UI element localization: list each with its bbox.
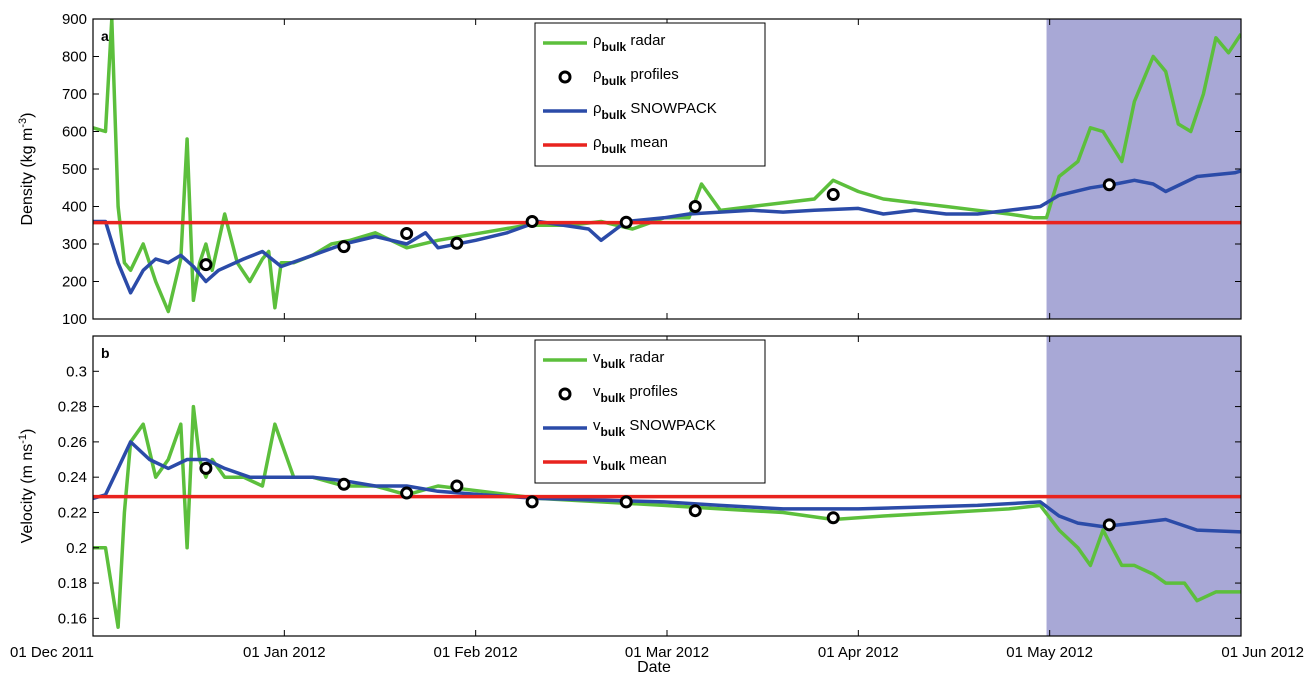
legend-box <box>534 339 766 484</box>
x-tick-label: 01 May 2012 <box>1006 644 1093 661</box>
legend-label: vbulk profiles <box>593 383 678 405</box>
legend: ρbulk radar ρbulk profiles ρbulk SNOWPACK ρ… <box>534 22 766 167</box>
legend-label: ρbulk mean <box>593 134 668 156</box>
x-tick-label: 01 Dec 2011 <box>10 644 94 661</box>
y-tick-label: 100 <box>62 311 87 328</box>
panel-letter: a <box>101 28 109 44</box>
y-tick-label: 800 <box>62 49 87 66</box>
profile-point <box>199 258 213 272</box>
legend-label: vbulk radar <box>593 349 664 371</box>
y-tick-label: 0.26 <box>58 434 87 451</box>
legend-label: ρbulk profiles <box>593 66 679 88</box>
y-tick-label: 0.22 <box>58 504 87 521</box>
y-tick-label: 600 <box>62 124 87 141</box>
legend-profiles-marker <box>558 387 572 401</box>
legend-profiles-marker <box>558 70 572 84</box>
y-tick-label: 0.24 <box>58 469 87 486</box>
y-tick-label: 200 <box>62 274 87 291</box>
profile-point <box>337 240 351 254</box>
profile-point <box>199 461 213 475</box>
legend-label: vbulk SNOWPACK <box>593 417 716 439</box>
density-panel: 100 200 300 400 500 600 700 800 900 a Density (kg … <box>17 11 1242 328</box>
legend-label: ρbulk radar <box>593 32 665 54</box>
profile-point <box>619 215 633 229</box>
legend-box <box>534 22 766 167</box>
y-tick-label: 300 <box>62 236 87 253</box>
y-tick-label: 900 <box>62 11 87 28</box>
snowpack-series-line <box>93 440 1241 534</box>
x-axis-label: Date <box>637 659 671 676</box>
profile-point <box>525 495 539 509</box>
y-tick-label: 0.18 <box>58 575 87 592</box>
snowpack-series-line <box>93 169 1241 295</box>
y-tick-label: 0.3 <box>66 363 87 380</box>
x-tick-label: 01 Jan 2012 <box>243 644 326 661</box>
profile-point <box>826 188 840 201</box>
profile-point <box>400 486 414 500</box>
profile-point <box>337 477 351 491</box>
profile-point <box>1102 518 1116 532</box>
y-tick-label: 400 <box>62 199 87 216</box>
profile-point <box>826 511 840 525</box>
x-tick-label: 01 Apr 2012 <box>818 644 899 661</box>
y-tick-label: 700 <box>62 86 87 103</box>
x-tick-label: 01 Mar 2012 <box>625 644 709 661</box>
panel-letter: b <box>101 345 110 361</box>
shaded-region <box>1046 336 1241 636</box>
profile-point <box>688 200 702 213</box>
y-axis-label: Velocity (m ns-1) <box>17 429 36 544</box>
y-tick-label: 500 <box>62 161 87 178</box>
legend-label: vbulk mean <box>593 451 667 473</box>
x-tick-label: 01 Jun 2012 <box>1221 644 1304 661</box>
plot-lines <box>93 404 1241 629</box>
profile-point <box>619 495 633 509</box>
y-tick-label: 0.2 <box>66 540 87 557</box>
velocity-panel: 0.16 0.18 0.2 0.22 0.24 0.26 0.28 0.3 b Velocity … <box>17 335 1242 637</box>
profile-point <box>400 227 414 240</box>
y-tick-label: 0.16 <box>58 610 87 627</box>
profile-point <box>450 236 464 250</box>
profile-point <box>525 215 539 228</box>
plot-lines <box>93 19 1241 314</box>
profile-point <box>450 479 464 493</box>
profile-point <box>1102 178 1116 192</box>
x-axis-ticks: 01 Dec 2011 01 Jan 2012 01 Feb 2012 01 Mar … <box>10 644 1304 661</box>
profile-point <box>688 504 702 518</box>
y-axis-label: Density (kg m-3) <box>17 113 36 226</box>
x-tick-label: 01 Feb 2012 <box>434 644 518 661</box>
y-tick-label: 0.28 <box>58 399 87 416</box>
legend: vbulk radar vbulk profiles vbulk SNOWPACK v… <box>534 339 766 484</box>
legend-label: ρbulk SNOWPACK <box>593 100 717 122</box>
radar-series-line <box>93 404 1241 629</box>
